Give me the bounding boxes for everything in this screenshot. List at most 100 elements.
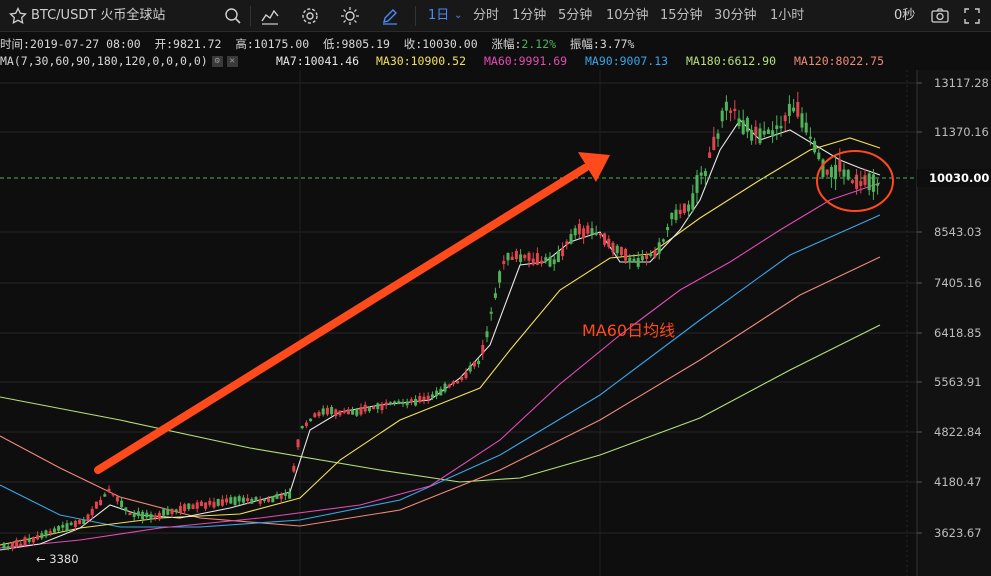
draw-icon[interactable] [380, 6, 400, 26]
interval-15m[interactable]: 15分钟 [660, 8, 703, 23]
candle-body [94, 501, 98, 509]
candle-body [661, 239, 665, 242]
toolbar: BTC/USDT 火币全球站 1日 ⌄ 分时 1分钟 5分钟 10分钟 15分钟… [0, 0, 991, 32]
interval-30m[interactable]: 30分钟 [714, 8, 757, 23]
candle-body [540, 260, 544, 264]
candle-body [691, 193, 695, 210]
candle-body [607, 238, 611, 247]
candle-body [741, 120, 745, 135]
candle-body [510, 256, 514, 261]
candle-body [401, 401, 405, 405]
highlight-circle [816, 150, 894, 212]
candle-body [82, 519, 86, 525]
change-label: 涨幅: [491, 37, 522, 51]
chevron-down-icon[interactable]: ⌄ [454, 10, 463, 21]
candle-body [523, 255, 527, 259]
current-price-badge [917, 169, 991, 187]
countdown: 0秒 [894, 8, 916, 23]
candle-body [279, 495, 283, 499]
price-axis[interactable] [917, 70, 991, 576]
ma-title: MA(7,30,60,90,180,120,0,0,0,0) [0, 54, 208, 68]
ma120-value: MA120:8022.75 [794, 54, 885, 68]
ma-line [0, 119, 881, 551]
candle-body [187, 503, 191, 510]
candle-body [834, 164, 838, 180]
candle-body [825, 169, 829, 175]
candle-body [829, 166, 833, 178]
y-tick-label: 6418.85 [934, 326, 982, 340]
candle-body [808, 136, 812, 139]
time-value: 2019-07-27 08:00 [29, 37, 141, 51]
candle-body [733, 108, 737, 112]
candle-body [724, 101, 728, 111]
search-icon[interactable] [223, 6, 243, 26]
candle-body [720, 110, 724, 122]
candle-body [678, 209, 682, 215]
candle-body [535, 253, 539, 265]
ma90-value: MA90:9007.13 [585, 54, 669, 68]
candle-body [388, 402, 392, 405]
candle-body [754, 126, 758, 136]
star-icon[interactable] [8, 6, 28, 26]
candle-body [708, 152, 712, 158]
candle-body [254, 497, 258, 502]
candle-body [468, 365, 472, 372]
candle-body [19, 543, 23, 546]
interval-1h[interactable]: 1小时 [770, 8, 805, 23]
interval-10m[interactable]: 10分钟 [606, 8, 649, 23]
candle-body [191, 504, 195, 509]
trend-arrow-shaft [94, 164, 589, 474]
candle-body [628, 257, 632, 263]
interval-active[interactable]: 1日 [428, 8, 450, 23]
candle-body [128, 512, 132, 516]
candle-body [141, 511, 145, 520]
candle-body [267, 498, 271, 502]
candle-body [594, 232, 598, 235]
candle-body [619, 246, 623, 256]
candle-body [107, 488, 111, 493]
camera-icon[interactable] [930, 6, 950, 26]
ma30-value: MA30:10900.52 [376, 54, 467, 68]
candle-body [561, 248, 565, 257]
interval-1m[interactable]: 1分钟 [512, 8, 547, 23]
candle-body [817, 152, 821, 160]
candle-body [363, 404, 367, 412]
candle-body [212, 501, 216, 508]
pair-title[interactable]: BTC/USDT 火币全球站 [31, 8, 166, 23]
interval-fenshi[interactable]: 分时 [473, 8, 500, 23]
indicator-icon[interactable] [260, 6, 280, 26]
candle-body [57, 526, 61, 531]
candle-body [582, 228, 586, 239]
candle-body [876, 183, 880, 186]
candle-body [384, 402, 388, 406]
amp-value: 3.77% [599, 37, 635, 51]
candle-body [758, 128, 762, 144]
candle-body [78, 519, 82, 525]
candle-body [99, 499, 103, 506]
candle-body [443, 383, 447, 392]
candle-body [271, 496, 275, 503]
candle-body [871, 174, 875, 192]
candle-body [69, 522, 73, 525]
ma-close-icon[interactable]: ✕ [226, 56, 238, 67]
candle-body [86, 514, 90, 522]
candle-body [502, 260, 506, 265]
candle-body [44, 530, 48, 537]
candle-body [737, 118, 741, 127]
ma-settings-icon[interactable]: ⚙ [211, 56, 223, 67]
candle-body [544, 257, 548, 261]
interval-5m[interactable]: 5分钟 [558, 8, 593, 23]
theme-icon[interactable] [340, 6, 360, 26]
settings-icon[interactable] [300, 6, 320, 26]
fullscreen-icon[interactable] [962, 6, 982, 26]
candle-body [199, 501, 203, 507]
candle-body [552, 259, 556, 265]
candle-body [796, 101, 800, 117]
candle-body [325, 407, 329, 415]
candle-body [493, 293, 497, 298]
candle-body [145, 512, 149, 518]
candle-body [838, 159, 842, 172]
candle-body [456, 380, 460, 384]
candle-body [216, 499, 220, 506]
